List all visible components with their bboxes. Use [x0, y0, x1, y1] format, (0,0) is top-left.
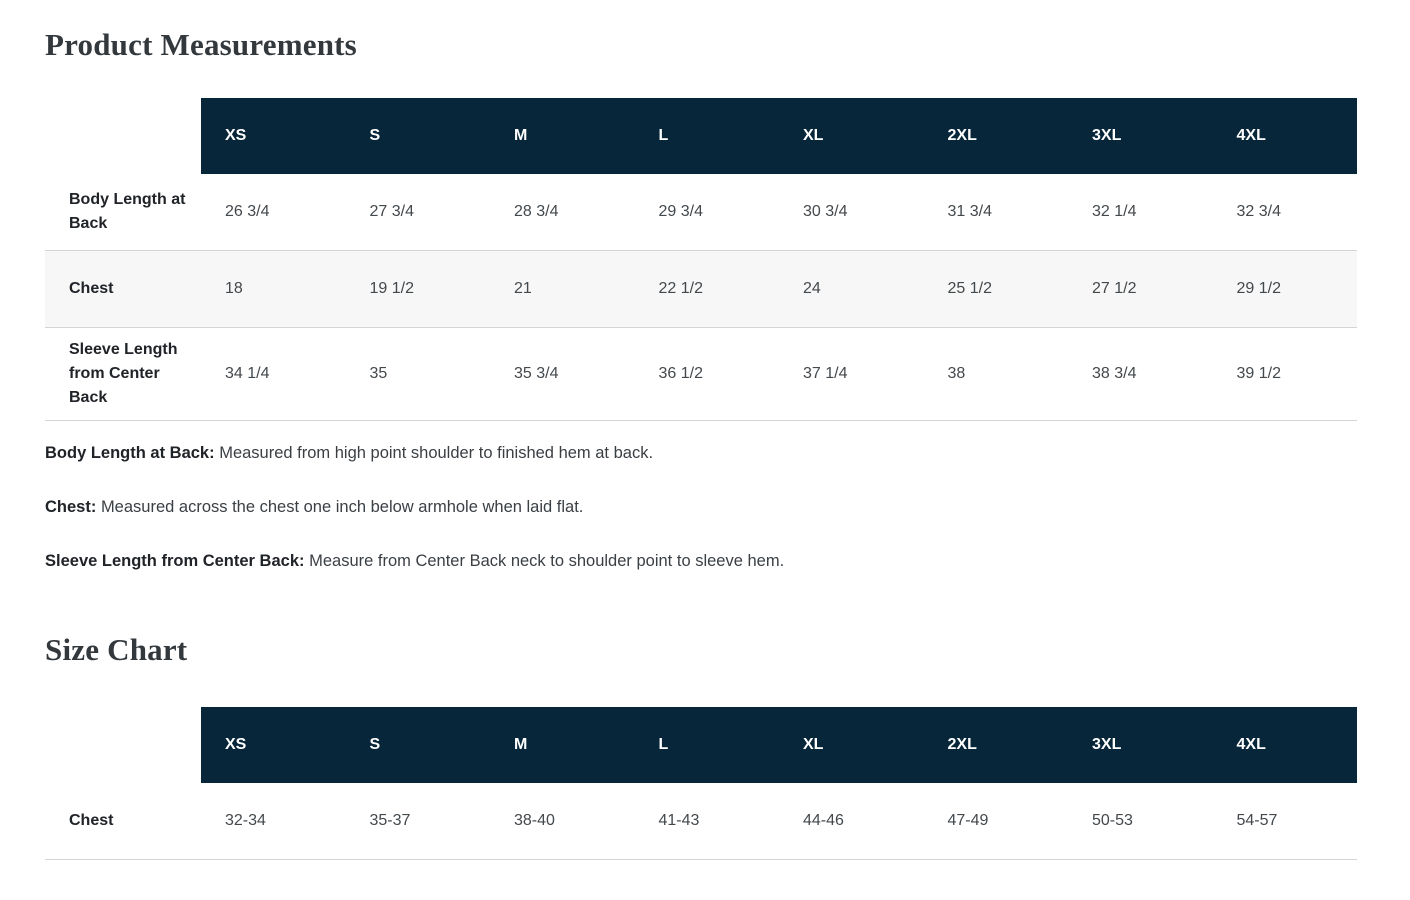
cell-sleeve-3xl: 38 3/4: [1092, 365, 1137, 382]
column-header-l: L: [634, 98, 779, 174]
measurements-header-row: XS S M L XL 2XL 3XL 4XL: [45, 98, 1357, 174]
size-chart-column-header-xl: XL: [779, 707, 924, 783]
header-corner-cell: [45, 98, 201, 174]
size-chart-row-chest: Chest 32-34 35-37 38-40 41-43 44-46 47-4…: [45, 783, 1357, 860]
cell-sleeve-l: 36 1/2: [658, 365, 703, 382]
size-chart-cell-chest-s: 35-37: [369, 812, 411, 829]
note-term-body-length: Body Length at Back:: [45, 444, 215, 462]
cell-body-length-xs: 26 3/4: [225, 203, 270, 220]
size-chart-column-header-m: M: [490, 707, 635, 783]
table-row-chest: Chest 18 19 1/2 21 22 1/2 24 25 1/2 27 1…: [45, 250, 1357, 328]
cell-chest-s: 19 1/2: [369, 280, 414, 297]
row-label-body-length: Body Length at Back: [69, 191, 186, 232]
size-chart-column-header-l: L: [634, 707, 779, 783]
size-chart-cell-chest-l: 41-43: [658, 812, 700, 829]
size-chart-column-header-s: S: [345, 707, 490, 783]
column-header-4xl: 4XL: [1212, 98, 1357, 174]
cell-sleeve-s: 35: [369, 365, 388, 382]
size-chart-header-row: XS S M L XL 2XL 3XL 4XL: [45, 707, 1357, 783]
note-description-sleeve-length: Measure from Center Back neck to shoulde…: [309, 552, 785, 570]
table-row-sleeve-length: Sleeve Length from Center Back 34 1/4 35…: [45, 328, 1357, 421]
cell-chest-xl: 24: [803, 280, 821, 297]
note-description-body-length: Measured from high point shoulder to fin…: [219, 444, 654, 462]
size-chart-cell-chest-xs: 32-34: [225, 812, 266, 829]
size-chart-header-corner-cell: [45, 707, 201, 783]
note-term-sleeve-length: Sleeve Length from Center Back:: [45, 552, 305, 570]
size-chart-column-header-xs: XS: [201, 707, 346, 783]
size-chart-cell-chest-2xl: 47-49: [947, 812, 989, 829]
cell-body-length-xl: 30 3/4: [803, 203, 848, 220]
size-chart-cell-chest-xl: 44-46: [803, 812, 844, 829]
measurement-notes: Body Length at Back: Measured from high …: [45, 441, 1357, 573]
note-chest: Chest: Measured across the chest one inc…: [45, 495, 1357, 519]
cell-sleeve-2xl: 38: [947, 365, 966, 382]
cell-body-length-l: 29 3/4: [658, 203, 703, 220]
row-label-chest: Chest: [69, 280, 114, 297]
cell-sleeve-4xl: 39 1/2: [1236, 365, 1281, 382]
cell-chest-m: 21: [514, 280, 532, 297]
cell-sleeve-xs: 34 1/4: [225, 365, 270, 382]
cell-body-length-3xl: 32 1/4: [1092, 203, 1137, 220]
cell-sleeve-xl: 37 1/4: [803, 365, 848, 382]
cell-body-length-s: 27 3/4: [369, 203, 414, 220]
table-row-body-length: Body Length at Back 26 3/4 27 3/4 28 3/4…: [45, 174, 1357, 251]
row-label-sleeve-length: Sleeve Length from Center Back: [69, 341, 178, 406]
size-chart-cell-chest-4xl: 54-57: [1236, 812, 1278, 829]
cell-body-length-4xl: 32 3/4: [1236, 203, 1281, 220]
cell-chest-2xl: 25 1/2: [947, 280, 992, 297]
size-chart-title: Size Chart: [45, 632, 188, 667]
note-description-chest: Measured across the chest one inch below…: [100, 498, 584, 516]
cell-body-length-2xl: 31 3/4: [947, 203, 992, 220]
cell-sleeve-m: 35 3/4: [514, 365, 559, 382]
product-measurements-section: Product Measurements XS S M L XL 2XL 3XL…: [45, 26, 1357, 573]
column-header-3xl: 3XL: [1068, 98, 1213, 174]
size-chart-column-header-2xl: 2XL: [923, 707, 1068, 783]
size-chart-section: Size Chart XS S M L XL 2XL 3XL 4XL: [45, 631, 1357, 860]
note-term-chest: Chest:: [45, 498, 97, 516]
size-chart-row-label-chest: Chest: [69, 812, 114, 829]
product-measurements-table: XS S M L XL 2XL 3XL 4XL Body Length at B…: [45, 98, 1357, 421]
column-header-xl: XL: [779, 98, 924, 174]
size-chart-column-header-3xl: 3XL: [1068, 707, 1213, 783]
cell-chest-l: 22 1/2: [658, 280, 703, 297]
cell-chest-4xl: 29 1/2: [1236, 280, 1281, 297]
note-sleeve-length: Sleeve Length from Center Back: Measure …: [45, 549, 1357, 573]
size-chart-cell-chest-m: 38-40: [514, 812, 555, 829]
column-header-xs: XS: [201, 98, 346, 174]
note-body-length: Body Length at Back: Measured from high …: [45, 441, 1357, 465]
size-chart-table: XS S M L XL 2XL 3XL 4XL Chest 32-34 35-3…: [45, 707, 1357, 860]
column-header-s: S: [345, 98, 490, 174]
size-chart-column-header-4xl: 4XL: [1212, 707, 1357, 783]
cell-body-length-m: 28 3/4: [514, 203, 559, 220]
column-header-2xl: 2XL: [923, 98, 1068, 174]
product-measurements-title: Product Measurements: [45, 27, 357, 62]
cell-chest-3xl: 27 1/2: [1092, 280, 1137, 297]
size-chart-cell-chest-3xl: 50-53: [1092, 812, 1133, 829]
column-header-m: M: [490, 98, 635, 174]
cell-chest-xs: 18: [225, 280, 243, 297]
